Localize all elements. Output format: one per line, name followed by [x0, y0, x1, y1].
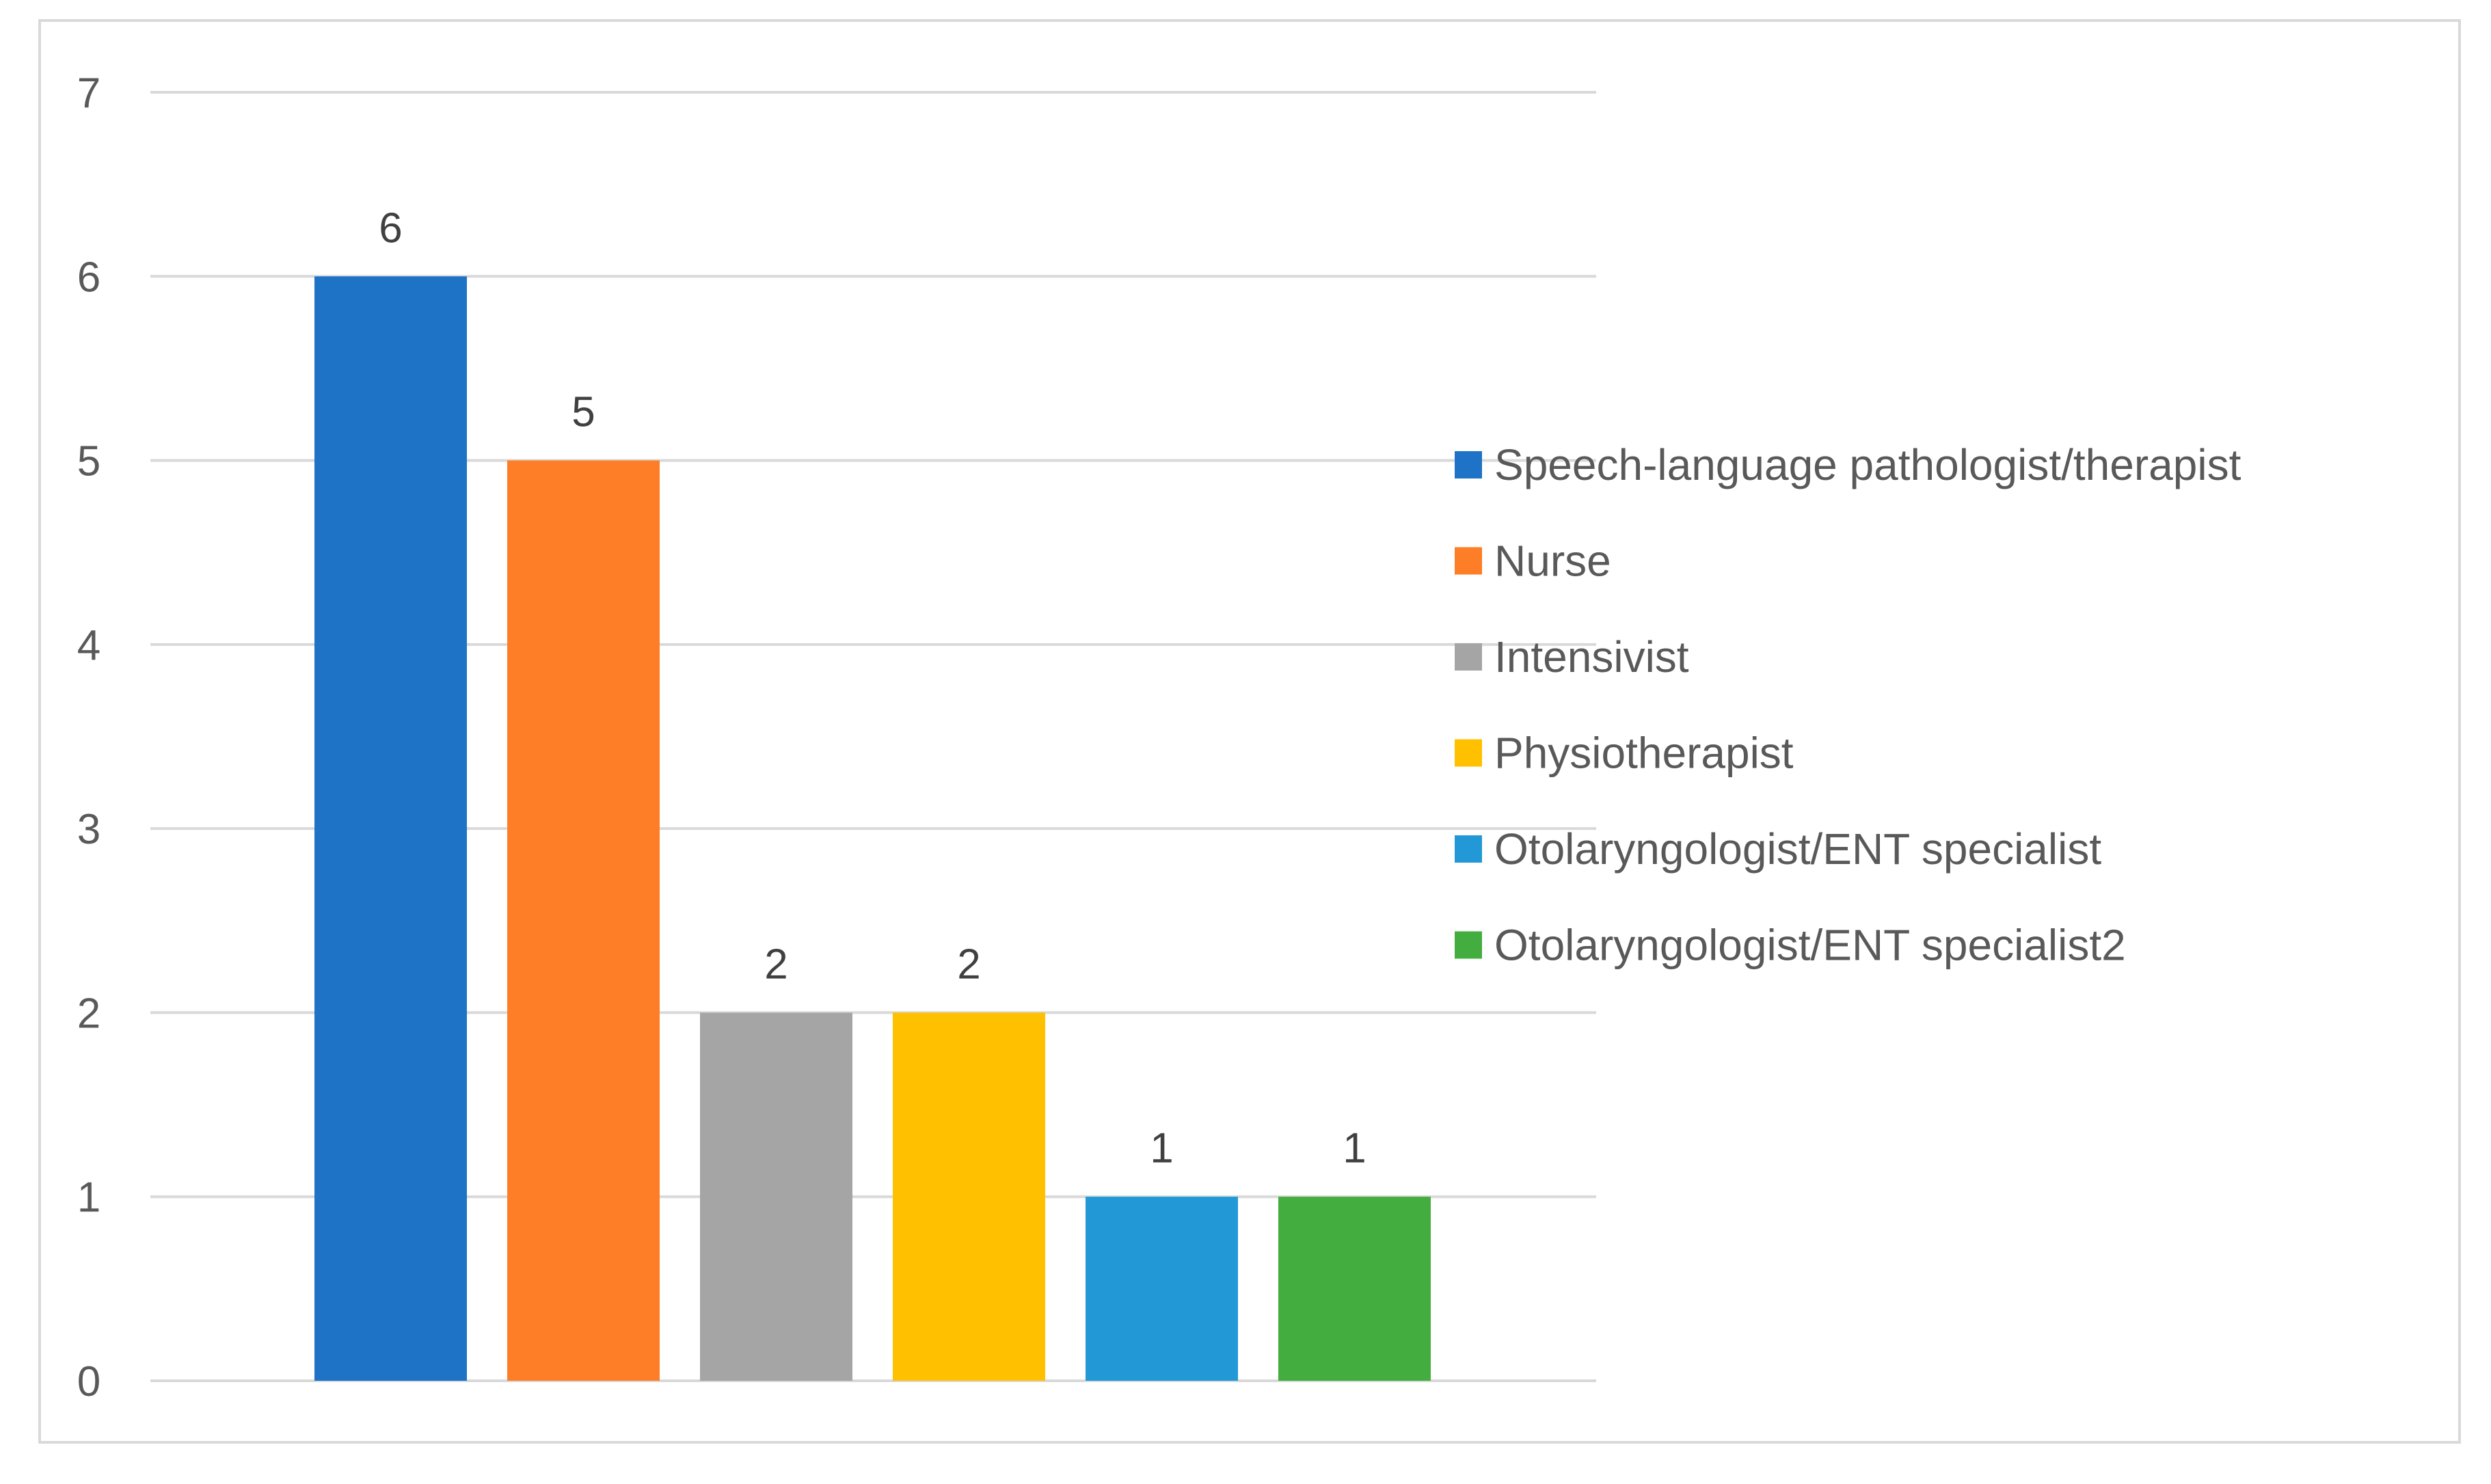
y-axis-tick-labels: 0 1 2 3 4 5 6 7	[77, 70, 100, 1405]
legend-swatch	[1455, 643, 1482, 671]
bar	[1278, 1196, 1431, 1381]
legend-swatch	[1455, 931, 1482, 959]
legend-label: Speech-language pathologist/therapist	[1494, 440, 2241, 489]
legend-entry: Speech-language pathologist/therapist	[1455, 440, 2241, 489]
legend-label: Otolaryngologist/ENT specialist	[1494, 824, 2101, 874]
y-tick-label: 5	[77, 438, 100, 485]
bar	[700, 1012, 852, 1381]
legend-swatch	[1455, 739, 1482, 767]
legend-entry: Intensivist	[1455, 632, 1689, 682]
data-label: 1	[1343, 1125, 1366, 1172]
legend-entry: Physiotherapist	[1455, 729, 1794, 778]
legend-swatch	[1455, 835, 1482, 863]
legend-entry: Nurse	[1455, 537, 1611, 586]
y-tick-label: 3	[77, 806, 100, 853]
bar	[314, 276, 467, 1381]
legend-label: Otolaryngologist/ENT specialist2	[1494, 921, 2126, 970]
legend: Speech-language pathologist/therapist Nur…	[1455, 440, 2241, 970]
bars	[314, 276, 1431, 1381]
legend-swatch	[1455, 451, 1482, 478]
bar	[1086, 1196, 1238, 1381]
data-label: 6	[379, 204, 402, 252]
legend-entry: Otolaryngologist/ENT specialist	[1455, 824, 2101, 874]
data-label: 2	[957, 941, 980, 988]
data-label: 2	[764, 941, 787, 988]
y-tick-label: 7	[77, 70, 100, 117]
y-tick-label: 1	[77, 1174, 100, 1222]
bar	[507, 460, 660, 1381]
legend-label: Physiotherapist	[1494, 729, 1794, 778]
legend-label: Nurse	[1494, 537, 1611, 586]
data-labels: 6 5 2 2 1 1	[379, 204, 1366, 1172]
data-label: 5	[571, 389, 595, 436]
legend-label: Intensivist	[1494, 632, 1689, 682]
y-tick-label: 4	[77, 622, 100, 669]
y-tick-label: 2	[77, 990, 100, 1037]
legend-swatch	[1455, 547, 1482, 575]
bar	[893, 1012, 1045, 1381]
y-tick-label: 0	[77, 1358, 100, 1405]
y-tick-label: 6	[77, 254, 100, 301]
data-label: 1	[1150, 1125, 1173, 1172]
legend-entry: Otolaryngologist/ENT specialist2	[1455, 921, 2126, 970]
